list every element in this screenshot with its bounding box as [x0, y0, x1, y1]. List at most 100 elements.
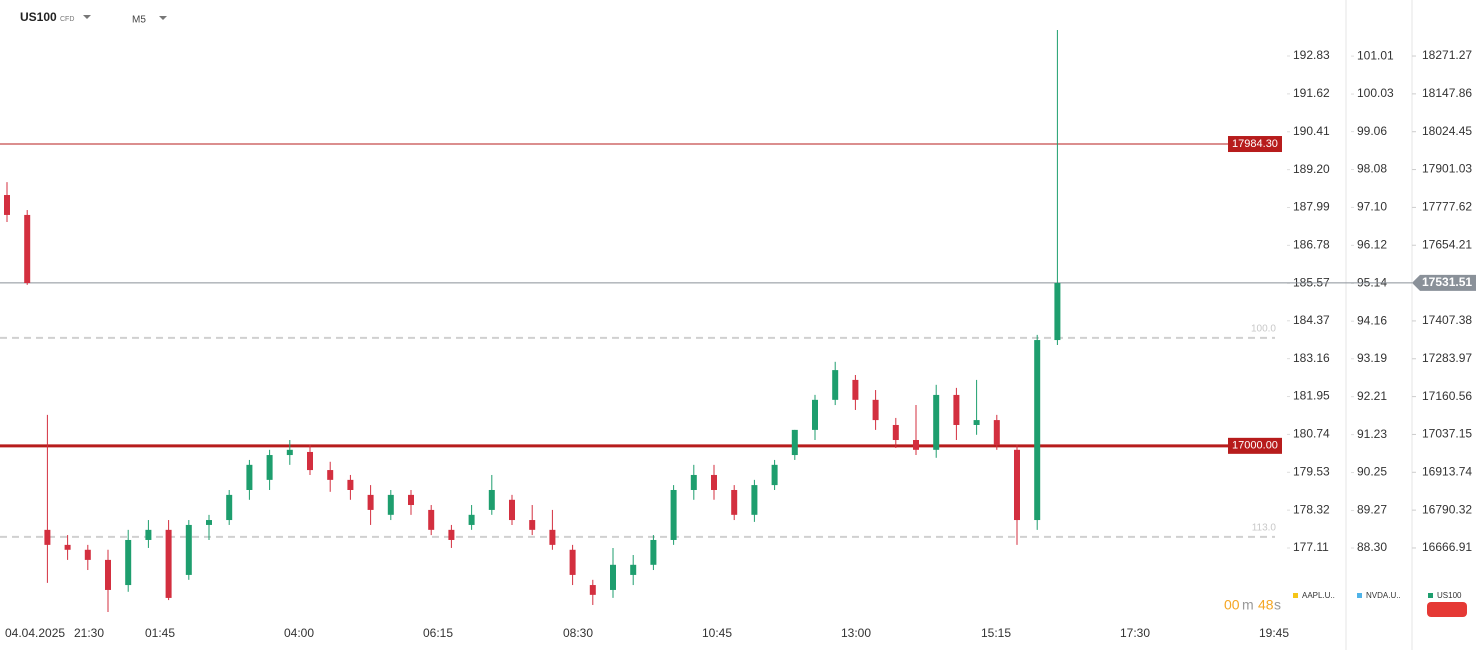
y-tick-label: 184.37 [1293, 313, 1330, 327]
x-tick-label: 10:45 [702, 626, 732, 640]
legend-label[interactable]: AAPL.U.. [1302, 591, 1335, 600]
candle-body [387, 494, 394, 515]
candle-body [832, 370, 839, 400]
candle-body [872, 399, 879, 421]
y-tick-label: 17160.56 [1422, 389, 1472, 403]
candle-body [610, 564, 616, 590]
countdown-unit: m [1242, 597, 1254, 613]
y-tick-label: 192.83 [1293, 48, 1330, 62]
y-tick-label: 190.41 [1293, 124, 1330, 138]
candle-body [1054, 283, 1061, 341]
candle-body [812, 399, 818, 430]
y-tick-label: 18147.86 [1422, 86, 1472, 100]
candle-body [206, 520, 212, 525]
y-tick-label: 17777.62 [1422, 200, 1472, 214]
candle-body [751, 485, 758, 515]
candle-body [286, 449, 293, 456]
candle-body [367, 494, 374, 510]
legend-label[interactable]: NVDA.U.. [1366, 591, 1401, 600]
y-tick-label: 94.16 [1357, 313, 1387, 327]
y-tick-label: 101.01 [1357, 48, 1394, 62]
candle-body [973, 420, 980, 425]
x-tick-label: 17:30 [1120, 626, 1150, 640]
candle-body [670, 489, 677, 540]
x-tick-label: 15:15 [981, 626, 1011, 640]
candle-body [953, 394, 960, 425]
countdown-seconds: 48 [1258, 597, 1274, 613]
candle-body [589, 585, 596, 595]
countdown-minutes: 00 [1224, 597, 1240, 613]
y-tick-label: 181.95 [1293, 389, 1330, 403]
candle-body [408, 494, 414, 506]
candle-body [1034, 340, 1041, 521]
candle-body [226, 494, 233, 521]
current-price-tag [1412, 274, 1476, 291]
x-tick-label: 04:00 [284, 626, 314, 640]
y-tick-label: 179.53 [1293, 464, 1330, 478]
countdown-unit: s [1274, 597, 1281, 613]
y-tick-label: 189.20 [1293, 162, 1330, 176]
candle-body [468, 514, 475, 525]
candle-body [690, 474, 697, 490]
y-tick-label: 16913.74 [1422, 464, 1472, 478]
x-tick-label: 21:30 [74, 626, 104, 640]
y-tick-label: 90.25 [1357, 465, 1387, 479]
legend-label[interactable]: US100 [1437, 591, 1462, 600]
y-tick-label: 186.78 [1293, 238, 1330, 252]
trade-button[interactable] [1427, 602, 1467, 617]
x-tick-label: 19:45 [1259, 626, 1289, 640]
candle-body [933, 394, 940, 450]
y-tick-label: 191.62 [1293, 86, 1330, 100]
candle-body [549, 529, 556, 545]
y-tick-label: 93.19 [1357, 351, 1387, 365]
y-tick-label: 17407.38 [1422, 313, 1472, 327]
y-tick-label: 98.08 [1357, 162, 1387, 176]
y-tick-label: 180.74 [1293, 427, 1330, 441]
instrument-type: CFD [60, 16, 74, 23]
y-tick-label: 17901.03 [1422, 162, 1472, 176]
y-tick-label: 91.23 [1357, 427, 1387, 441]
candle-body [266, 455, 273, 480]
candle-body [105, 559, 111, 590]
candle-body [44, 529, 51, 545]
price-line-label: 17000.00 [1232, 440, 1278, 452]
y-tick-label: 18271.27 [1422, 48, 1472, 62]
y-tick-label: 17283.97 [1422, 351, 1472, 365]
candle-body [791, 429, 798, 456]
candle-body [185, 524, 192, 575]
candle-body [650, 539, 657, 565]
y-tick-label: 88.30 [1357, 540, 1387, 554]
x-tick-label: 01:45 [145, 626, 175, 640]
y-tick-label: 17037.15 [1422, 427, 1472, 441]
timeframe[interactable]: M5 [132, 15, 146, 26]
x-tick-label: 08:30 [563, 626, 593, 640]
candle-body [448, 529, 455, 540]
y-tick-label: 177.11 [1293, 540, 1329, 554]
candle-body [145, 529, 152, 540]
symbol[interactable]: US100 [20, 10, 57, 24]
candle-body [307, 451, 313, 471]
candle-body [4, 195, 10, 215]
candle-body [1014, 449, 1020, 521]
y-tick-label: 178.32 [1293, 502, 1330, 516]
candle-body [569, 549, 576, 575]
symbol-dropdown[interactable] [83, 15, 91, 19]
candle-body [428, 509, 435, 530]
legend-swatch [1428, 593, 1433, 598]
timeframe-dropdown[interactable] [159, 16, 167, 20]
candle-body [913, 440, 919, 450]
candle-body [64, 544, 71, 550]
price-line-label: 17984.30 [1232, 138, 1278, 150]
x-tick-label: 13:00 [841, 626, 871, 640]
candle-body [488, 489, 495, 510]
level-label: 100.0 [1251, 324, 1276, 335]
candle-body [630, 564, 637, 575]
y-tick-label: 187.99 [1293, 200, 1330, 214]
x-tick-label: 04.04.2025 [5, 626, 65, 640]
y-tick-label: 92.21 [1357, 389, 1387, 403]
candle-body [892, 424, 899, 441]
candle-body [711, 474, 717, 490]
current-price-label: 17531.51 [1422, 275, 1472, 289]
